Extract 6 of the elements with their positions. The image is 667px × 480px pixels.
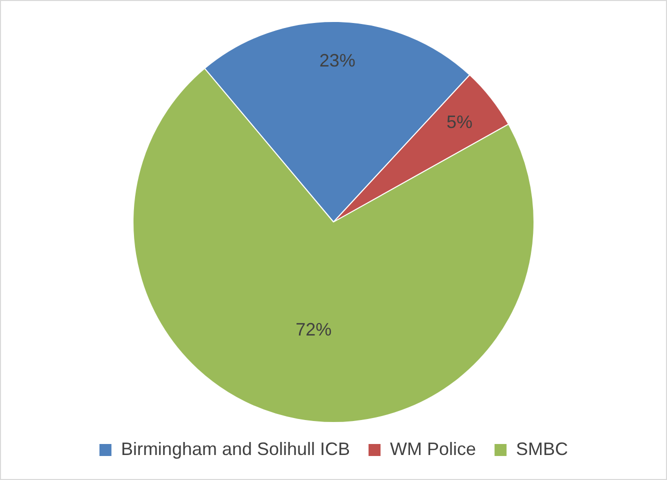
legend-label: Birmingham and Solihull ICB — [120, 438, 350, 459]
legend-label: WM Police — [390, 438, 476, 459]
data-label: 72% — [296, 319, 332, 340]
data-label: 5% — [446, 112, 473, 132]
legend-label: SMBC — [516, 438, 568, 459]
data-label: 23% — [319, 50, 356, 71]
